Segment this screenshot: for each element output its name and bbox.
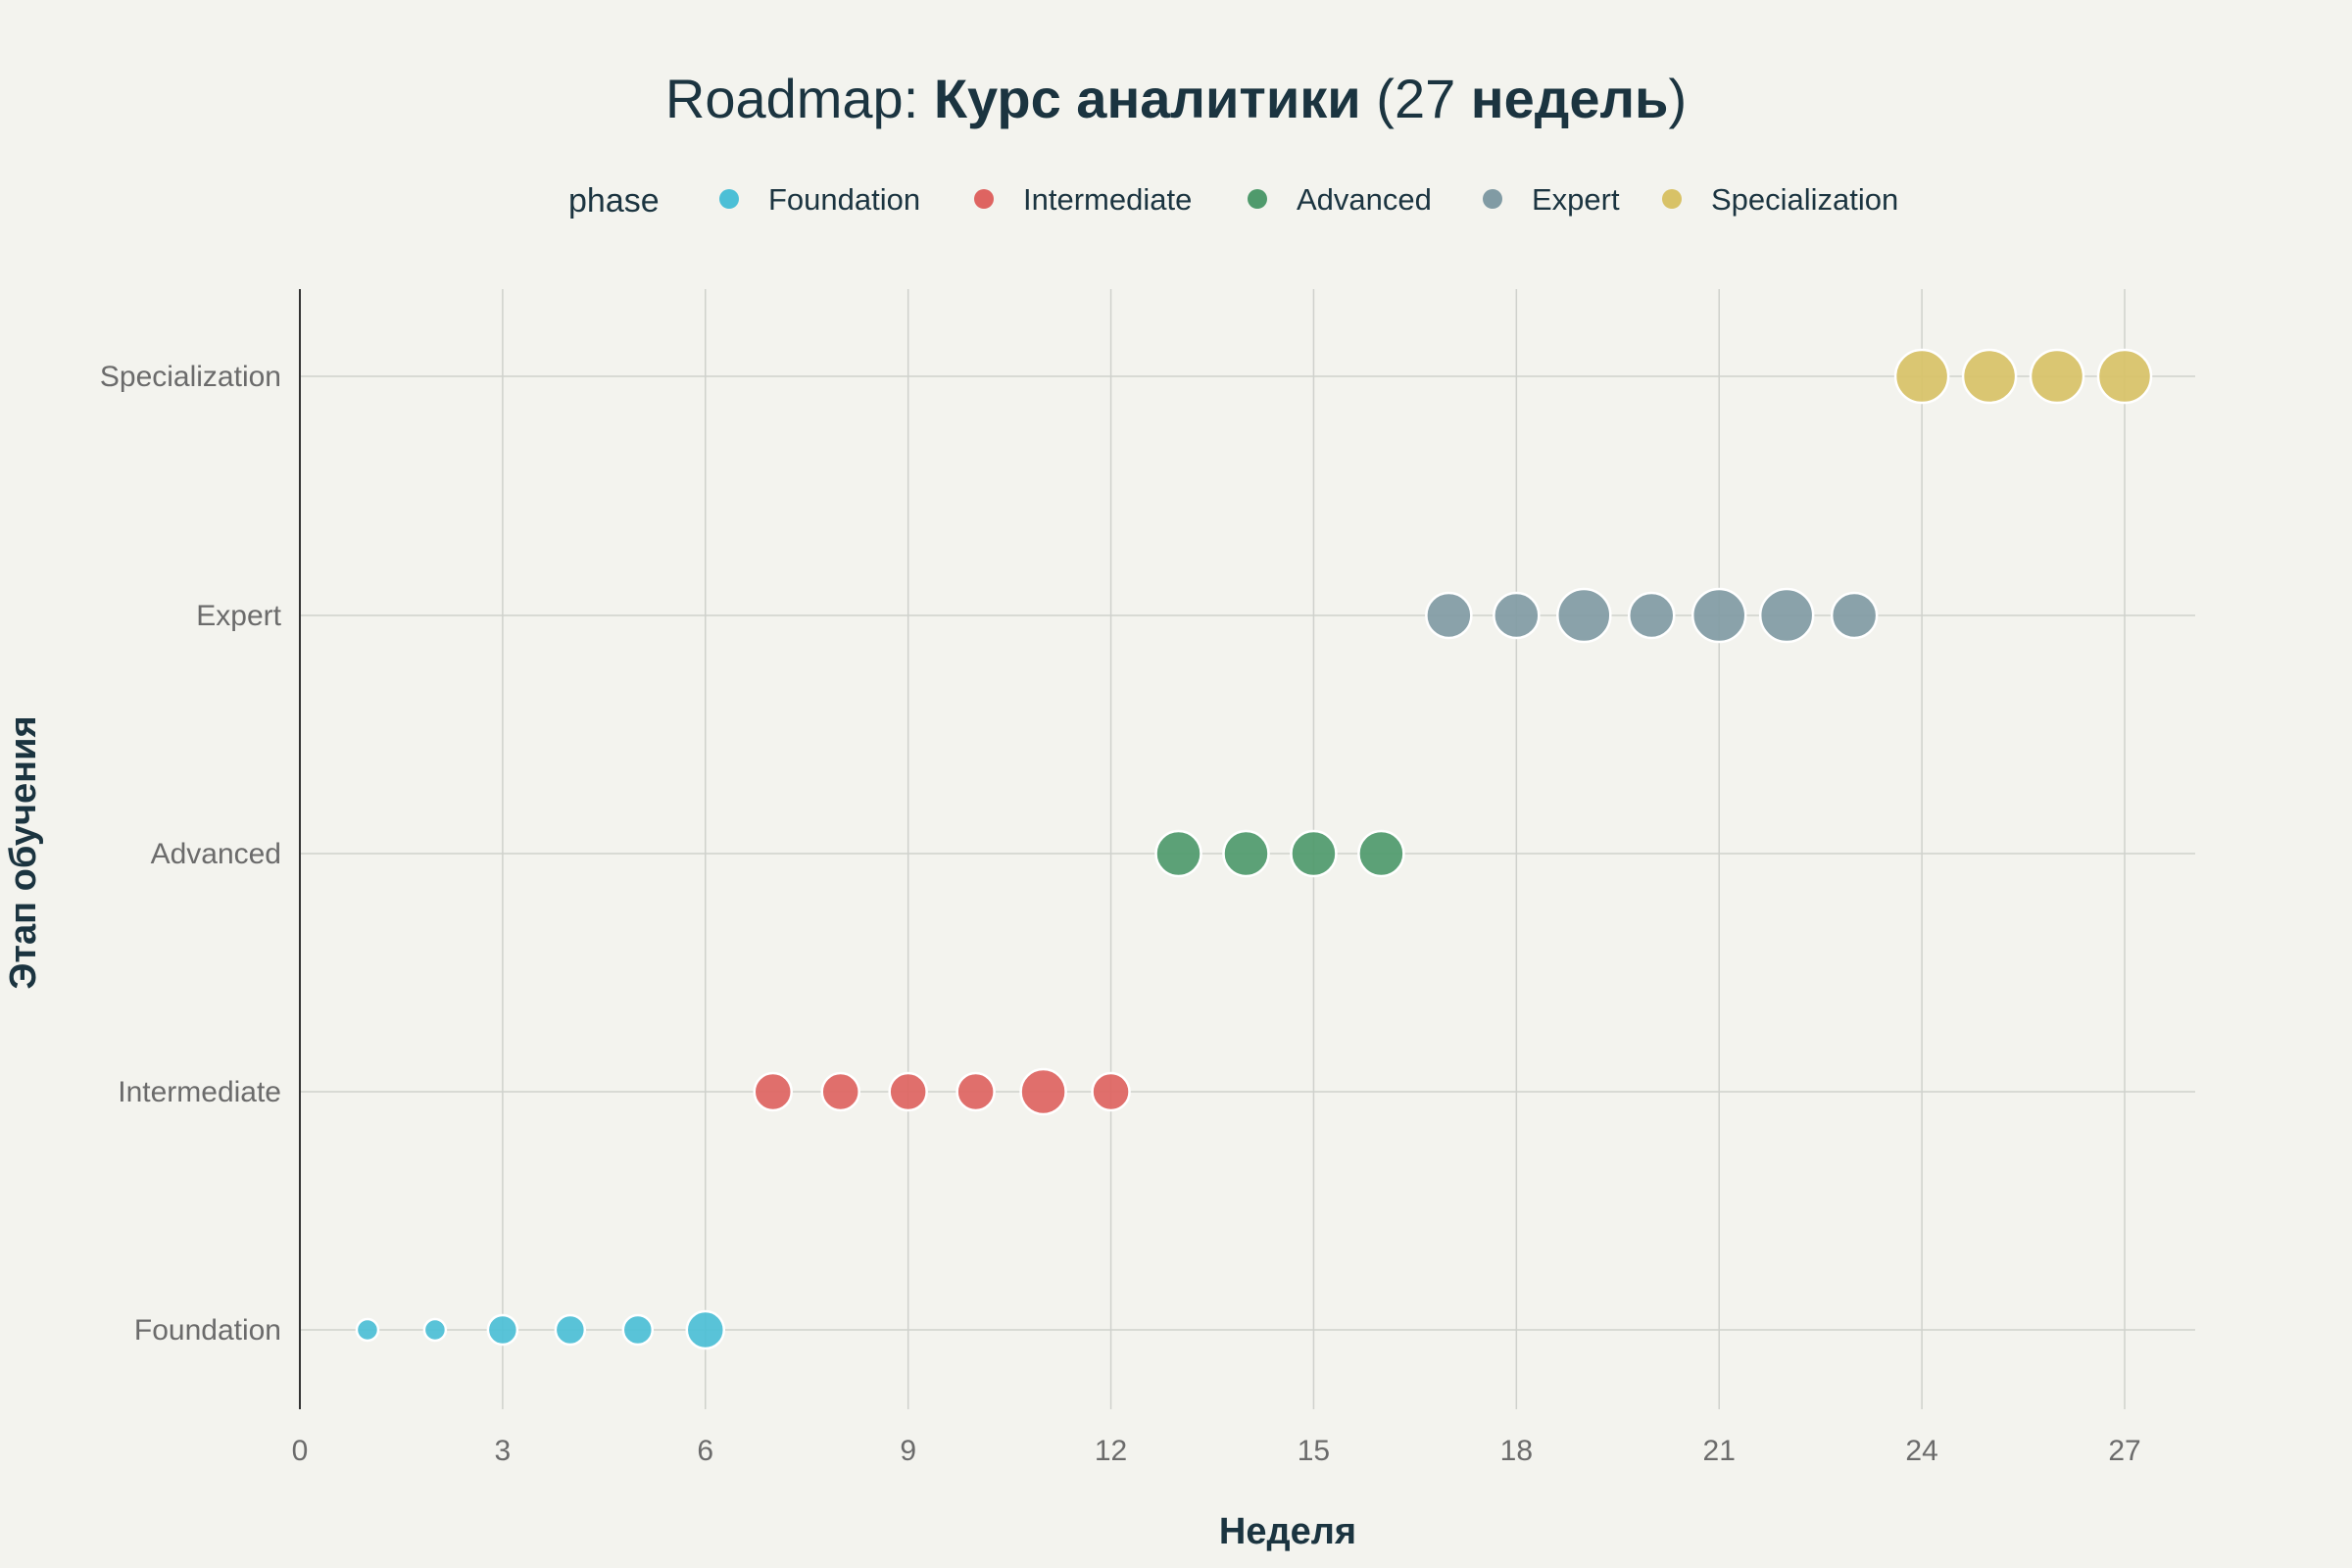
point-intermediate-week-11 bbox=[1019, 1067, 1067, 1116]
point-foundation-week-6 bbox=[685, 1309, 726, 1350]
point-foundation-week-1 bbox=[355, 1317, 380, 1343]
title-bold-course: Курс аналитики bbox=[934, 68, 1361, 129]
x-tick-label-9: 9 bbox=[900, 1435, 916, 1467]
title-prefix: Roadmap: bbox=[665, 68, 934, 129]
title-mid: (27 bbox=[1361, 68, 1471, 129]
point-expert-week-23 bbox=[1830, 591, 1879, 640]
point-advanced-week-14 bbox=[1222, 829, 1270, 878]
x-tick-label-3: 3 bbox=[495, 1435, 512, 1467]
point-intermediate-week-8 bbox=[820, 1071, 860, 1112]
point-advanced-week-15 bbox=[1290, 829, 1338, 878]
point-intermediate-week-9 bbox=[888, 1071, 928, 1112]
x-tick-label-24: 24 bbox=[1905, 1435, 1937, 1467]
legend-marker-intermediate bbox=[974, 189, 994, 209]
legend: phase Foundation Intermediate Advanced Expe… bbox=[568, 182, 1898, 220]
x-tick-label-18: 18 bbox=[1500, 1435, 1533, 1467]
legend-marker-specialization bbox=[1662, 189, 1682, 209]
point-specialization-week-27 bbox=[2096, 348, 2153, 405]
point-expert-week-21 bbox=[1690, 587, 1747, 644]
point-intermediate-week-7 bbox=[753, 1071, 793, 1112]
y-tick-label-expert: Expert bbox=[196, 600, 281, 632]
legend-label-intermediate: Intermediate bbox=[1023, 182, 1192, 217]
grid bbox=[300, 289, 2195, 1409]
data-points bbox=[355, 348, 2153, 1350]
point-foundation-week-5 bbox=[621, 1313, 655, 1347]
point-foundation-week-3 bbox=[486, 1313, 519, 1347]
point-foundation-week-2 bbox=[422, 1317, 448, 1343]
x-tick-label-0: 0 bbox=[292, 1435, 309, 1467]
point-expert-week-22 bbox=[1758, 587, 1815, 644]
chart-title: Roadmap: Курс аналитики (27 недель) bbox=[665, 68, 1687, 129]
point-intermediate-week-10 bbox=[956, 1071, 996, 1112]
legend-label-advanced: Advanced bbox=[1297, 182, 1432, 217]
point-advanced-week-13 bbox=[1154, 829, 1202, 878]
point-foundation-week-4 bbox=[554, 1313, 587, 1347]
x-tick-label-6: 6 bbox=[697, 1435, 713, 1467]
point-advanced-week-16 bbox=[1357, 829, 1405, 878]
axes: 0 3 6 9 12 15 18 21 24 27 Foundation Intermediate Ad… bbox=[100, 289, 2141, 1467]
point-intermediate-week-12 bbox=[1091, 1071, 1131, 1112]
legend-label-expert: Expert bbox=[1532, 182, 1620, 217]
point-expert-week-19 bbox=[1556, 587, 1612, 644]
y-tick-label-advanced: Advanced bbox=[151, 838, 281, 870]
title-suffix: ) bbox=[1668, 68, 1687, 129]
x-tick-label-12: 12 bbox=[1095, 1435, 1127, 1467]
y-tick-label-foundation: Foundation bbox=[134, 1314, 281, 1347]
x-tick-label-27: 27 bbox=[2108, 1435, 2140, 1467]
legend-marker-foundation bbox=[719, 189, 739, 209]
point-expert-week-18 bbox=[1493, 591, 1541, 640]
point-expert-week-20 bbox=[1628, 591, 1676, 640]
point-expert-week-17 bbox=[1425, 591, 1473, 640]
point-specialization-week-24 bbox=[1893, 348, 1950, 405]
legend-marker-expert bbox=[1483, 189, 1502, 209]
legend-title: phase bbox=[568, 182, 660, 220]
x-tick-label-15: 15 bbox=[1298, 1435, 1330, 1467]
y-axis-title: Этап обучения bbox=[3, 715, 44, 989]
y-tick-label-intermediate: Intermediate bbox=[118, 1076, 281, 1108]
point-specialization-week-25 bbox=[1961, 348, 2018, 405]
y-tick-label-specialization: Specialization bbox=[100, 361, 281, 393]
legend-label-specialization: Specialization bbox=[1711, 182, 1898, 217]
point-specialization-week-26 bbox=[2029, 348, 2085, 405]
title-bold-weeks: недель bbox=[1471, 68, 1669, 129]
legend-label-foundation: Foundation bbox=[768, 182, 920, 217]
x-tick-label-21: 21 bbox=[1703, 1435, 1736, 1467]
x-axis-title: Неделя bbox=[1219, 1511, 1356, 1552]
legend-marker-advanced bbox=[1248, 189, 1267, 209]
